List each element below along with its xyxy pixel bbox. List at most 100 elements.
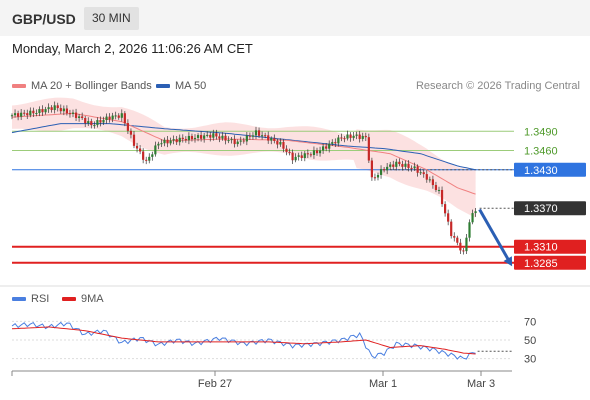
candle-body xyxy=(306,153,309,155)
candle-body xyxy=(468,222,471,238)
candle-body xyxy=(181,137,184,139)
rsi-tick-70: 70 xyxy=(524,316,536,328)
legend-ma20-label: MA 20 + Bollinger Bands xyxy=(31,80,152,92)
candle-body xyxy=(309,154,312,156)
candle-body xyxy=(145,159,148,161)
candle-body xyxy=(166,139,169,144)
candle-body xyxy=(425,174,428,180)
candle-body xyxy=(96,120,99,126)
candle-body xyxy=(81,116,84,118)
candle-body xyxy=(242,140,245,142)
candle-body xyxy=(373,177,377,179)
ma20-swatch xyxy=(12,84,26,89)
timestamp: Monday, March 2, 2026 11:06:26 AM CET xyxy=(12,41,253,56)
candle-body xyxy=(370,160,373,178)
level-label-1.3490: 1.3490 xyxy=(524,126,558,138)
candle-body xyxy=(325,146,328,149)
candle-body xyxy=(108,116,111,120)
candle-body xyxy=(352,135,355,138)
level-box-1.3285 xyxy=(514,255,586,270)
level-label-1.3430: 1.3430 xyxy=(524,165,558,177)
candle-body xyxy=(175,139,178,143)
candle-body xyxy=(230,139,233,141)
candle-body xyxy=(422,172,425,175)
candle-body xyxy=(123,113,126,124)
candle-body xyxy=(312,150,316,156)
candle-body xyxy=(196,135,200,138)
candle-body xyxy=(126,123,129,131)
candle-body xyxy=(279,141,282,145)
candle-body xyxy=(157,143,160,146)
candle-body xyxy=(331,142,334,144)
candle-body xyxy=(78,116,81,118)
candle-body xyxy=(431,179,434,186)
candle-body xyxy=(346,134,349,139)
x-tick-label: Mar 3 xyxy=(467,378,495,390)
candle-body xyxy=(270,138,273,141)
candle-body xyxy=(459,242,462,251)
candle-body xyxy=(59,108,62,112)
candle-body xyxy=(47,107,50,110)
candle-body xyxy=(410,167,413,169)
candle-body xyxy=(257,130,261,136)
candle-body xyxy=(322,146,325,151)
candle-body xyxy=(38,109,41,114)
candle-body xyxy=(71,112,75,114)
candle-body xyxy=(135,145,139,149)
timeframe-button[interactable]: 30 MIN xyxy=(84,7,139,30)
candle-body xyxy=(187,135,190,141)
candle-body xyxy=(84,117,87,124)
candle-body xyxy=(294,156,297,161)
candle-body xyxy=(361,135,364,139)
candle-body xyxy=(68,113,72,115)
ma50-line xyxy=(11,123,476,171)
candle-body xyxy=(117,115,120,118)
candle-body xyxy=(364,135,367,138)
candle-body xyxy=(398,161,401,165)
candle-body xyxy=(453,236,456,238)
candle-body xyxy=(120,113,123,118)
candle-body xyxy=(434,185,438,191)
candle-body xyxy=(273,138,276,141)
candle-body xyxy=(419,172,422,174)
candle-body xyxy=(111,115,114,120)
candle-body xyxy=(218,136,221,139)
candle-body xyxy=(209,134,212,138)
candle-body xyxy=(93,125,96,127)
candle-body xyxy=(215,133,218,137)
candle-body xyxy=(227,140,230,142)
candle-body xyxy=(407,163,410,168)
candle-body xyxy=(392,164,395,167)
candle-body xyxy=(53,105,56,111)
candle-body xyxy=(245,135,248,142)
candle-body xyxy=(450,221,453,237)
candle-body xyxy=(465,237,468,252)
level-box-1.3310 xyxy=(514,239,586,254)
candle-body xyxy=(248,135,251,137)
candle-body xyxy=(276,140,279,145)
candle-body xyxy=(221,135,224,139)
candle-body xyxy=(315,150,319,154)
candle-body xyxy=(318,150,322,154)
candle-body xyxy=(200,135,203,139)
legend-ma50: MA 50 xyxy=(156,80,206,92)
candle-body xyxy=(90,121,93,126)
forecast-arrow-head xyxy=(503,256,513,267)
candle-body xyxy=(291,152,294,161)
candle-body xyxy=(358,134,361,139)
rsi-ma9-line xyxy=(11,326,476,355)
candle-body xyxy=(251,135,255,137)
candle-body xyxy=(105,116,108,120)
candle-body xyxy=(193,137,197,140)
candle-body xyxy=(282,141,285,149)
candle-body xyxy=(404,163,407,167)
rsi-tick-30: 30 xyxy=(524,354,536,366)
legend-ma50-label: MA 50 xyxy=(175,80,207,92)
legend-ma20: MA 20 + Bollinger Bands xyxy=(12,80,152,92)
candle-body xyxy=(456,237,459,243)
pair-title: GBP/USD xyxy=(12,11,76,27)
rsi-tick-50: 50 xyxy=(524,335,536,347)
candle-body xyxy=(203,135,206,139)
candle-body xyxy=(340,137,343,139)
candle-body xyxy=(62,108,65,112)
